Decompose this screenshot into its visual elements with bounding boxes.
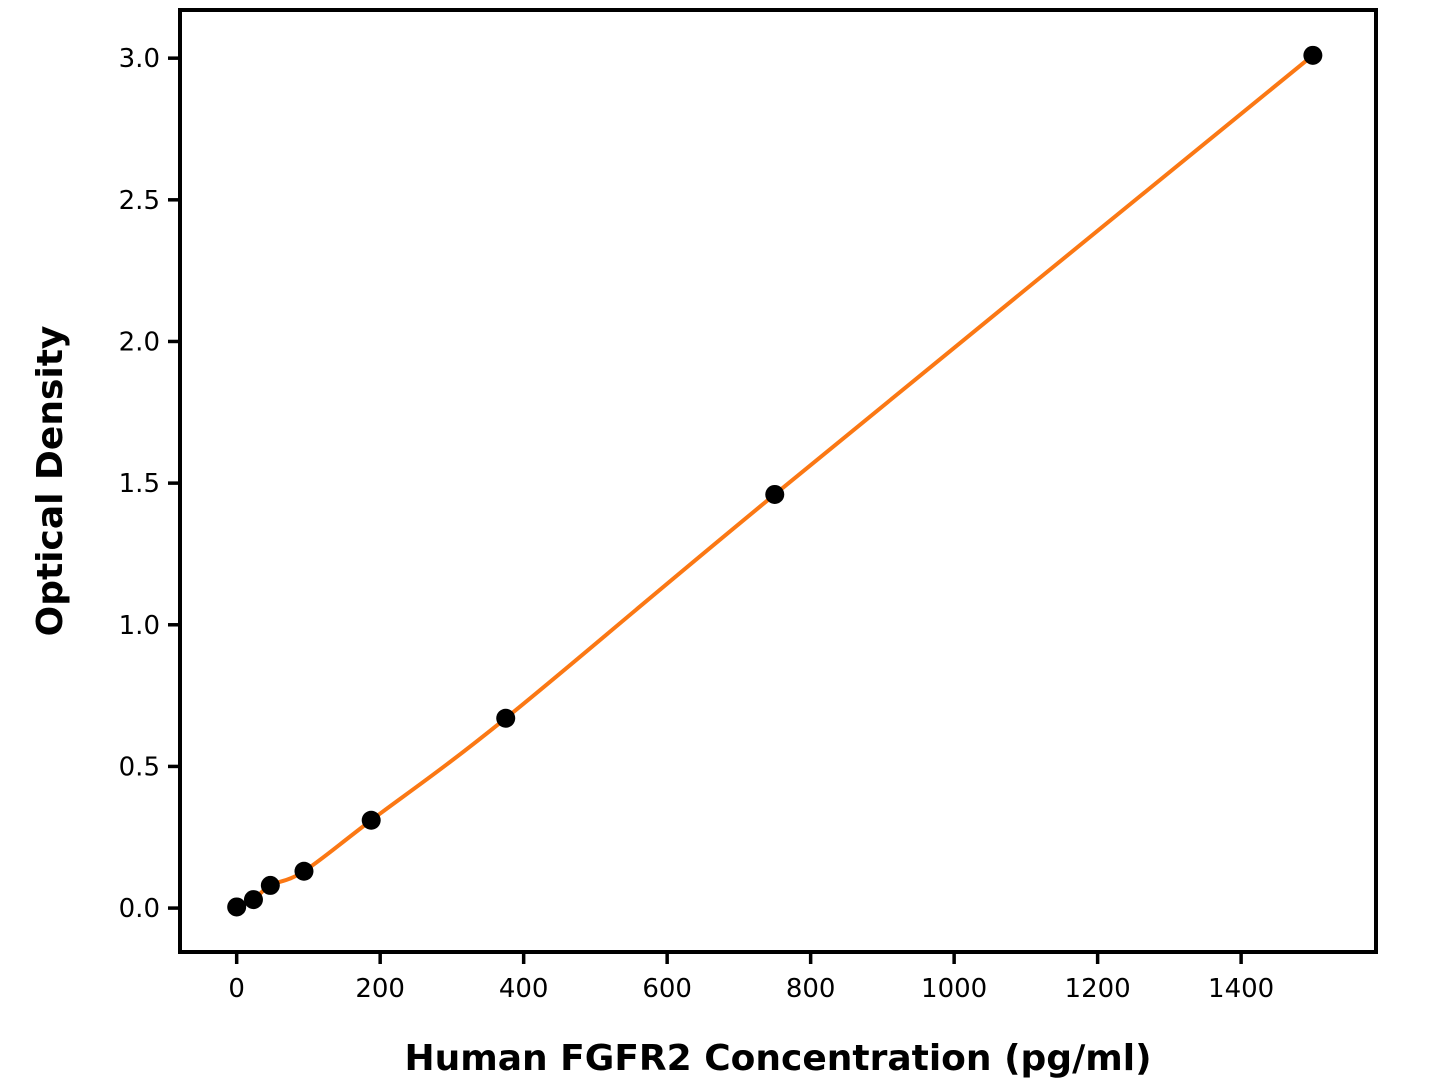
data-point-marker <box>765 484 785 504</box>
y-tick-label: 1.0 <box>119 611 160 641</box>
x-axis-ticks: 0 200 400 600 800 1000 1200 1400 <box>228 952 1274 1004</box>
y-tick-label: 3.0 <box>119 44 160 74</box>
y-tick-label: 2.0 <box>119 327 160 357</box>
x-tick-label: 1400 <box>1208 974 1274 1004</box>
data-point-marker <box>1303 45 1323 65</box>
y-axis-label: Optical Density <box>30 326 71 637</box>
x-tick-label: 600 <box>642 974 692 1004</box>
x-tick-label: 1000 <box>921 974 987 1004</box>
x-tick-label: 1200 <box>1065 974 1131 1004</box>
data-point-marker <box>243 890 263 910</box>
x-tick-label: 800 <box>786 974 836 1004</box>
y-tick-label: 1.5 <box>119 469 160 499</box>
y-tick-label: 0.0 <box>119 894 160 924</box>
x-tick-label: 400 <box>499 974 549 1004</box>
x-tick-label: 200 <box>355 974 405 1004</box>
plot-border <box>178 8 1378 954</box>
x-tick-label: 0 <box>228 974 245 1004</box>
y-tick-label: 2.5 <box>119 186 160 216</box>
data-point-marker <box>227 897 247 917</box>
data-point-marker <box>361 810 381 830</box>
y-tick-label: 0.5 <box>119 752 160 782</box>
data-point-marker <box>294 861 314 881</box>
data-point-marker <box>496 708 516 728</box>
data-points <box>227 45 1323 917</box>
x-axis-label: Human FGFR2 Concentration (pg/ml) <box>404 1038 1151 1079</box>
standard-curve-line <box>234 53 1315 909</box>
y-axis-ticks: 0.0 0.5 1.0 1.5 2.0 2.5 3.0 <box>119 44 180 924</box>
data-point-marker <box>260 875 280 895</box>
